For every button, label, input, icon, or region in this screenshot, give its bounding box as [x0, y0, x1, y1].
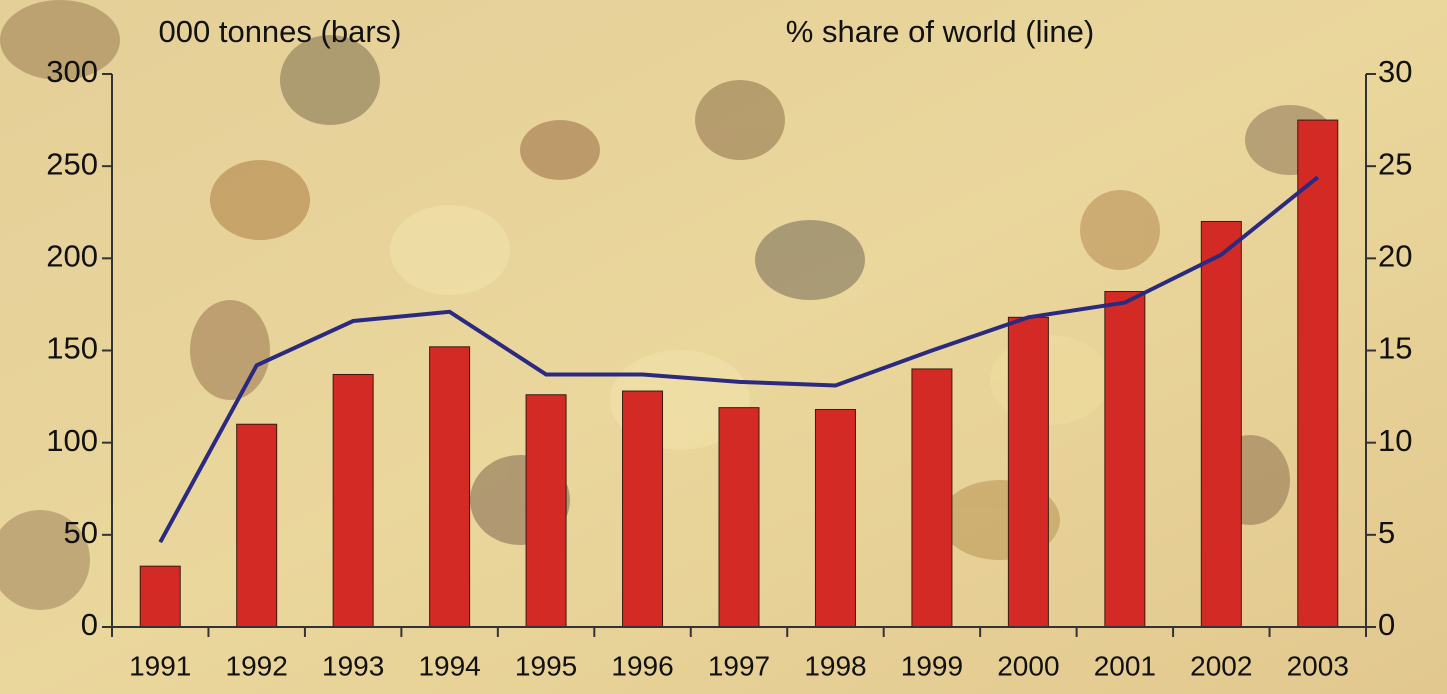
- x-tick-label: 1997: [708, 650, 770, 681]
- x-tick-label: 2003: [1287, 650, 1349, 681]
- y-tick-label: 0: [81, 607, 98, 642]
- bar: [718, 407, 760, 628]
- bar: [139, 565, 181, 628]
- x-tick-label: 1992: [226, 650, 288, 681]
- x-tick-label: 1998: [804, 650, 866, 681]
- bar: [525, 394, 567, 628]
- y-tick-label: 50: [64, 515, 98, 550]
- y2-tick-label: 15: [1378, 331, 1412, 366]
- bar: [332, 373, 374, 628]
- x-tick-label: 2001: [1094, 650, 1156, 681]
- bar: [1007, 316, 1049, 628]
- y-tick-label: 250: [46, 146, 98, 181]
- x-tick-label: 1993: [322, 650, 384, 681]
- y2-tick-label: 0: [1378, 607, 1395, 642]
- y2-tick-label: 20: [1378, 239, 1412, 274]
- x-tick-label: 2002: [1190, 650, 1252, 681]
- y2-axis-title: % share of world (line): [786, 14, 1094, 49]
- bar: [1104, 291, 1146, 628]
- y-axis-title: 000 tonnes (bars): [159, 14, 402, 49]
- bar: [1200, 220, 1242, 628]
- y2-tick-label: 25: [1378, 146, 1412, 181]
- x-tick-label: 2000: [997, 650, 1059, 681]
- x-tick-label: 1991: [129, 650, 191, 681]
- line: [158, 175, 1320, 544]
- bar: [814, 408, 856, 628]
- y-tick-label: 200: [46, 239, 98, 274]
- y2-tick-label: 30: [1378, 54, 1412, 89]
- y-tick-label: 150: [46, 331, 98, 366]
- x-tick-label: 1994: [418, 650, 480, 681]
- x-tick-label: 1996: [611, 650, 673, 681]
- bar: [429, 346, 471, 628]
- bar: [236, 423, 278, 628]
- x-tick-label: 1999: [901, 650, 963, 681]
- y2-tick-label: 5: [1378, 515, 1395, 550]
- y2-tick-label: 10: [1378, 423, 1412, 458]
- x-tick-label: 1995: [515, 650, 577, 681]
- y-tick-label: 100: [46, 423, 98, 458]
- y-tick-label: 300: [46, 54, 98, 89]
- bar: [622, 390, 664, 628]
- background-pebbles: [0, 0, 1335, 610]
- bar: [911, 368, 953, 628]
- bar: [1297, 119, 1339, 628]
